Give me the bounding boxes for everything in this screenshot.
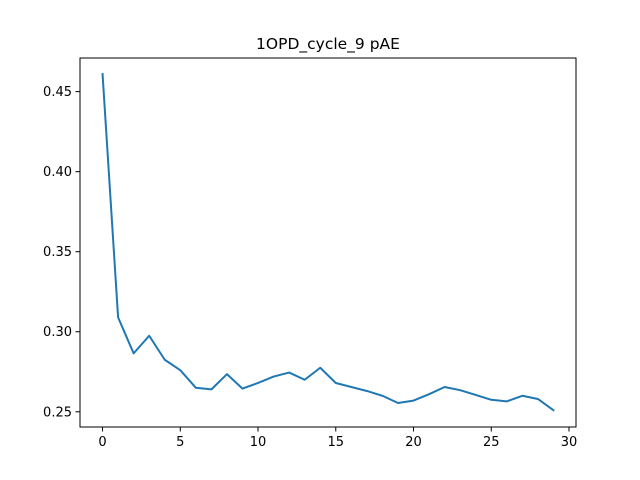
data-point (380, 394, 384, 398)
data-point (520, 394, 524, 398)
data-point (225, 372, 229, 376)
data-point (396, 401, 400, 405)
data-point (427, 392, 431, 396)
data-point (101, 72, 105, 76)
data-point (365, 389, 369, 393)
axes-frame (79, 57, 577, 428)
x-tick-label: 30 (561, 435, 578, 450)
data-point (287, 371, 291, 375)
y-tick-label: 0.30 (43, 325, 72, 340)
data-point (256, 381, 260, 385)
y-tick-label: 0.45 (43, 85, 72, 100)
series-line (101, 72, 555, 412)
y-tick-label: 0.25 (43, 405, 72, 420)
x-tick-label: 25 (483, 435, 500, 450)
data-point (209, 387, 213, 391)
data-point (178, 368, 182, 372)
data-point (272, 375, 276, 379)
data-point (240, 387, 244, 391)
plot-area: 0 5 10 15 20 25 30 0.25 0.30 0.35 0.40 0.45 (43, 57, 578, 450)
x-tick-label: 5 (176, 435, 184, 450)
data-point (412, 399, 416, 403)
data-point (536, 397, 540, 401)
data-point (163, 358, 167, 362)
data-point (551, 408, 555, 412)
data-point (505, 399, 509, 403)
data-point (443, 385, 447, 389)
data-point (489, 398, 493, 402)
data-point (194, 386, 198, 390)
data-point (334, 381, 338, 385)
data-point (116, 315, 120, 319)
y-tick-label: 0.35 (43, 245, 72, 260)
data-point (474, 393, 478, 397)
data-point (318, 366, 322, 370)
x-tick-label: 10 (250, 435, 267, 450)
chart-title: 1OPD_cycle_9 pAE (256, 35, 400, 54)
x-tick-label: 0 (98, 435, 106, 450)
x-tick-label: 15 (328, 435, 345, 450)
data-point (132, 351, 136, 355)
y-tick-label: 0.40 (43, 165, 72, 180)
data-point (458, 388, 462, 392)
x-tick-label: 20 (405, 435, 422, 450)
data-point (303, 378, 307, 382)
data-point (147, 334, 151, 338)
data-point (349, 385, 353, 389)
